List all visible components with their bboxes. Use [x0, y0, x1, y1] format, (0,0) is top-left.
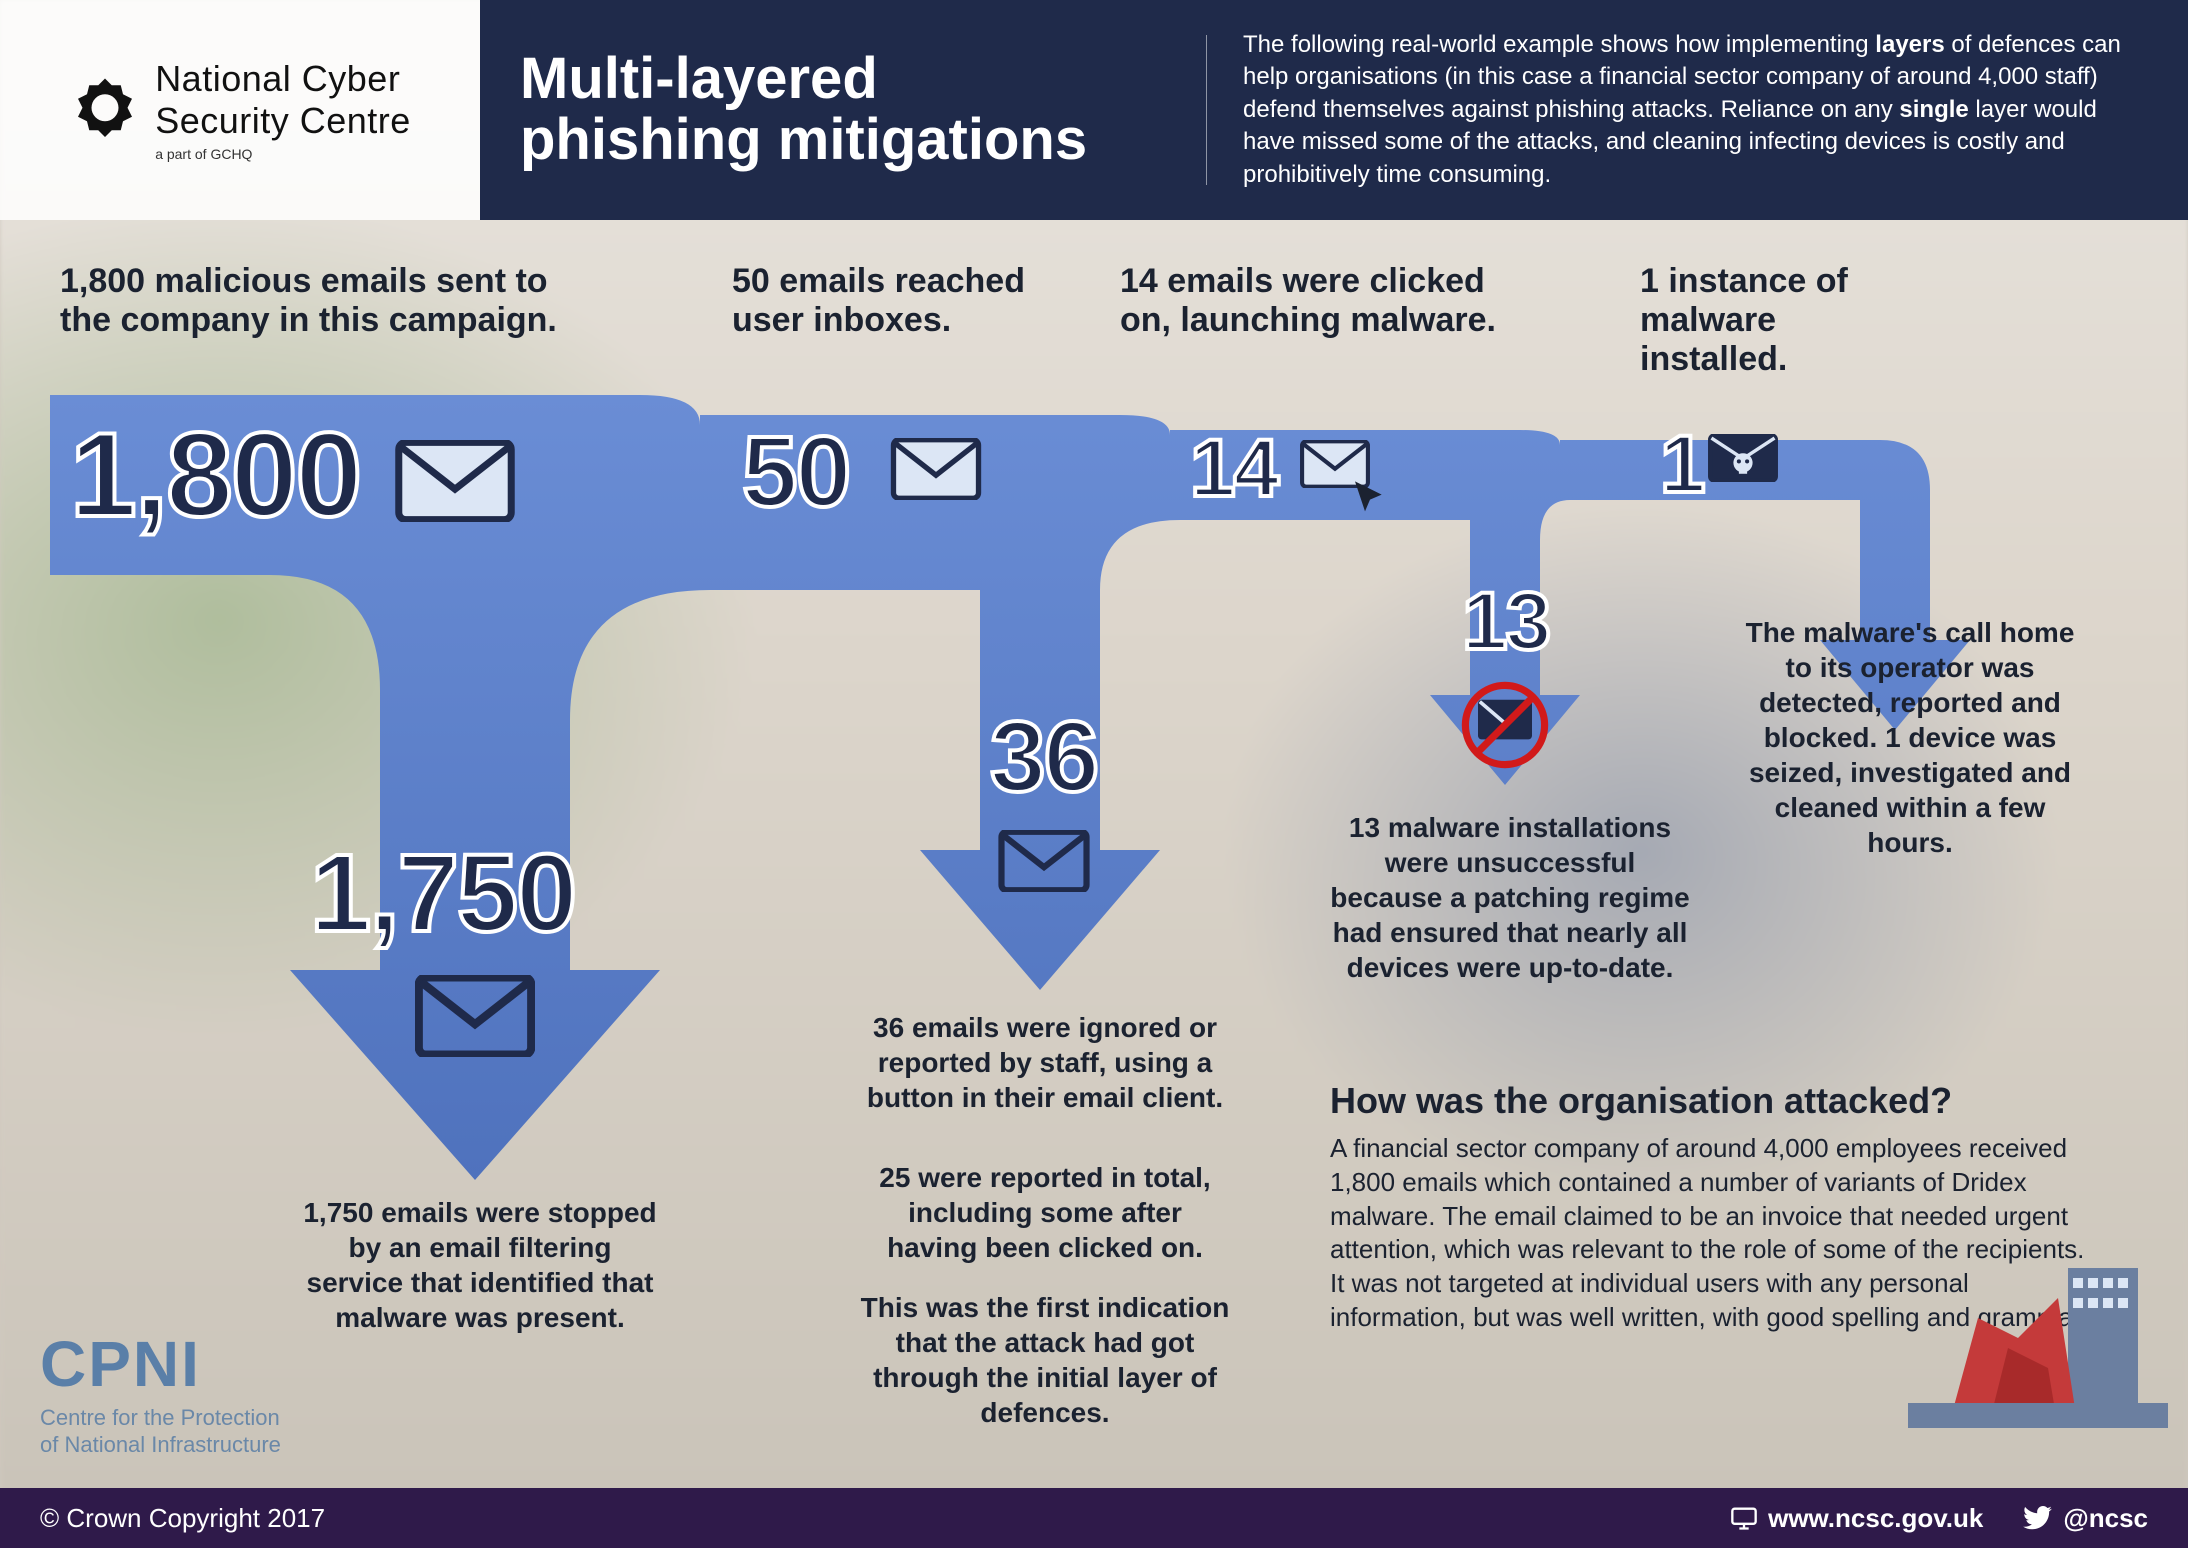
logo-line1: National Cyber	[155, 58, 411, 100]
drop2-p3: This was the first indication that the a…	[850, 1290, 1240, 1430]
logo-line2: Security Centre	[155, 100, 411, 142]
hdr-body-b2: single	[1899, 96, 1968, 123]
drop2-p2-body: were reported in total, including some a…	[887, 1162, 1211, 1263]
twitter-icon	[2023, 1503, 2053, 1533]
footer-copyright: © Crown Copyright 2017	[40, 1503, 325, 1534]
stage2-value: 50	[742, 415, 849, 530]
envelope-icon	[998, 830, 1090, 892]
stage4-value: 1	[1660, 418, 1704, 512]
main-diagram: 1,800 malicious emails sent to the compa…	[0, 220, 2188, 1488]
header-title-line1: Multi-layered	[520, 46, 878, 111]
drop2-value: 36	[990, 700, 1097, 815]
stage3-value: 14	[1190, 422, 1277, 516]
drop4-text: The malware's call home to its operator …	[1740, 615, 2080, 860]
drop2-p1: 36 emails were ignored or reported by st…	[860, 1010, 1230, 1115]
cpni-line2: of National Infrastructure	[40, 1432, 281, 1457]
stage4-label: 1 instance of malware installed.	[1640, 262, 1920, 379]
envelope-icon	[395, 440, 515, 522]
hdr-body-pre: The following real-world example shows h…	[1243, 31, 1875, 58]
cpni-acronym: CPNI	[40, 1327, 281, 1401]
blocked-malware-icon	[1460, 680, 1550, 770]
hdr-body-b1: layers	[1875, 31, 1944, 58]
envelope-icon	[415, 975, 535, 1057]
drop3-value: 13	[1462, 575, 1549, 669]
crest-icon	[69, 74, 141, 146]
header-dark-area: Multi-layered phishing mitigations The f…	[480, 0, 2188, 220]
drop2-p2: 25 were reported in total, including som…	[860, 1160, 1230, 1265]
envelope-icon	[890, 438, 982, 500]
drop2-p1-bold: 36	[873, 1012, 904, 1043]
cpni-logo: CPNI Centre for the Protection of Nation…	[40, 1327, 281, 1458]
drop2-p2-bold: 25	[879, 1162, 910, 1193]
drop2-p1-body: emails were ignored or reported by staff…	[867, 1012, 1223, 1113]
drop3-text: 13 malware installations were unsuccessf…	[1330, 810, 1690, 985]
drop1-value: 1,750	[310, 830, 575, 957]
header-divider	[1206, 35, 1207, 185]
footer-twitter[interactable]: @ncsc	[2023, 1503, 2148, 1534]
logo-subline: a part of GCHQ	[155, 146, 411, 162]
ncsc-logo-block: National Cyber Security Centre a part of…	[0, 0, 480, 220]
cursor-icon	[1350, 478, 1390, 518]
header-body: The following real-world example shows h…	[1243, 29, 2148, 191]
building-decor-icon	[1908, 1228, 2168, 1428]
header-bar: National Cyber Security Centre a part of…	[0, 0, 2188, 220]
header-title-line2: phishing mitigations	[520, 107, 1087, 172]
attack-heading: How was the organisation attacked?	[1330, 1080, 2090, 1122]
drop1-bold: 1,750	[303, 1197, 373, 1228]
drop1-text: 1,750 emails were stopped by an email fi…	[300, 1195, 660, 1335]
footer-twitter-text: @ncsc	[2063, 1503, 2148, 1534]
malware-envelope-icon	[1708, 434, 1778, 482]
footer-url-text: www.ncsc.gov.uk	[1768, 1503, 1983, 1534]
drop3-bold: 13	[1349, 812, 1380, 843]
stage1-label: 1,800 malicious emails sent to the compa…	[60, 262, 580, 340]
header-title: Multi-layered phishing mitigations	[520, 49, 1170, 171]
stage3-label: 14 emails were clicked on, launching mal…	[1120, 262, 1520, 340]
stage1-value: 1,800	[70, 406, 360, 544]
footer-url[interactable]: www.ncsc.gov.uk	[1730, 1503, 1983, 1534]
footer-bar: © Crown Copyright 2017 www.ncsc.gov.uk @…	[0, 1488, 2188, 1548]
stage2-label: 50 emails reached user inboxes.	[732, 262, 1062, 340]
drop3-body: malware installations were unsuccessful …	[1330, 812, 1689, 983]
monitor-icon	[1730, 1504, 1758, 1532]
cpni-line1: Centre for the Protection	[40, 1405, 280, 1430]
